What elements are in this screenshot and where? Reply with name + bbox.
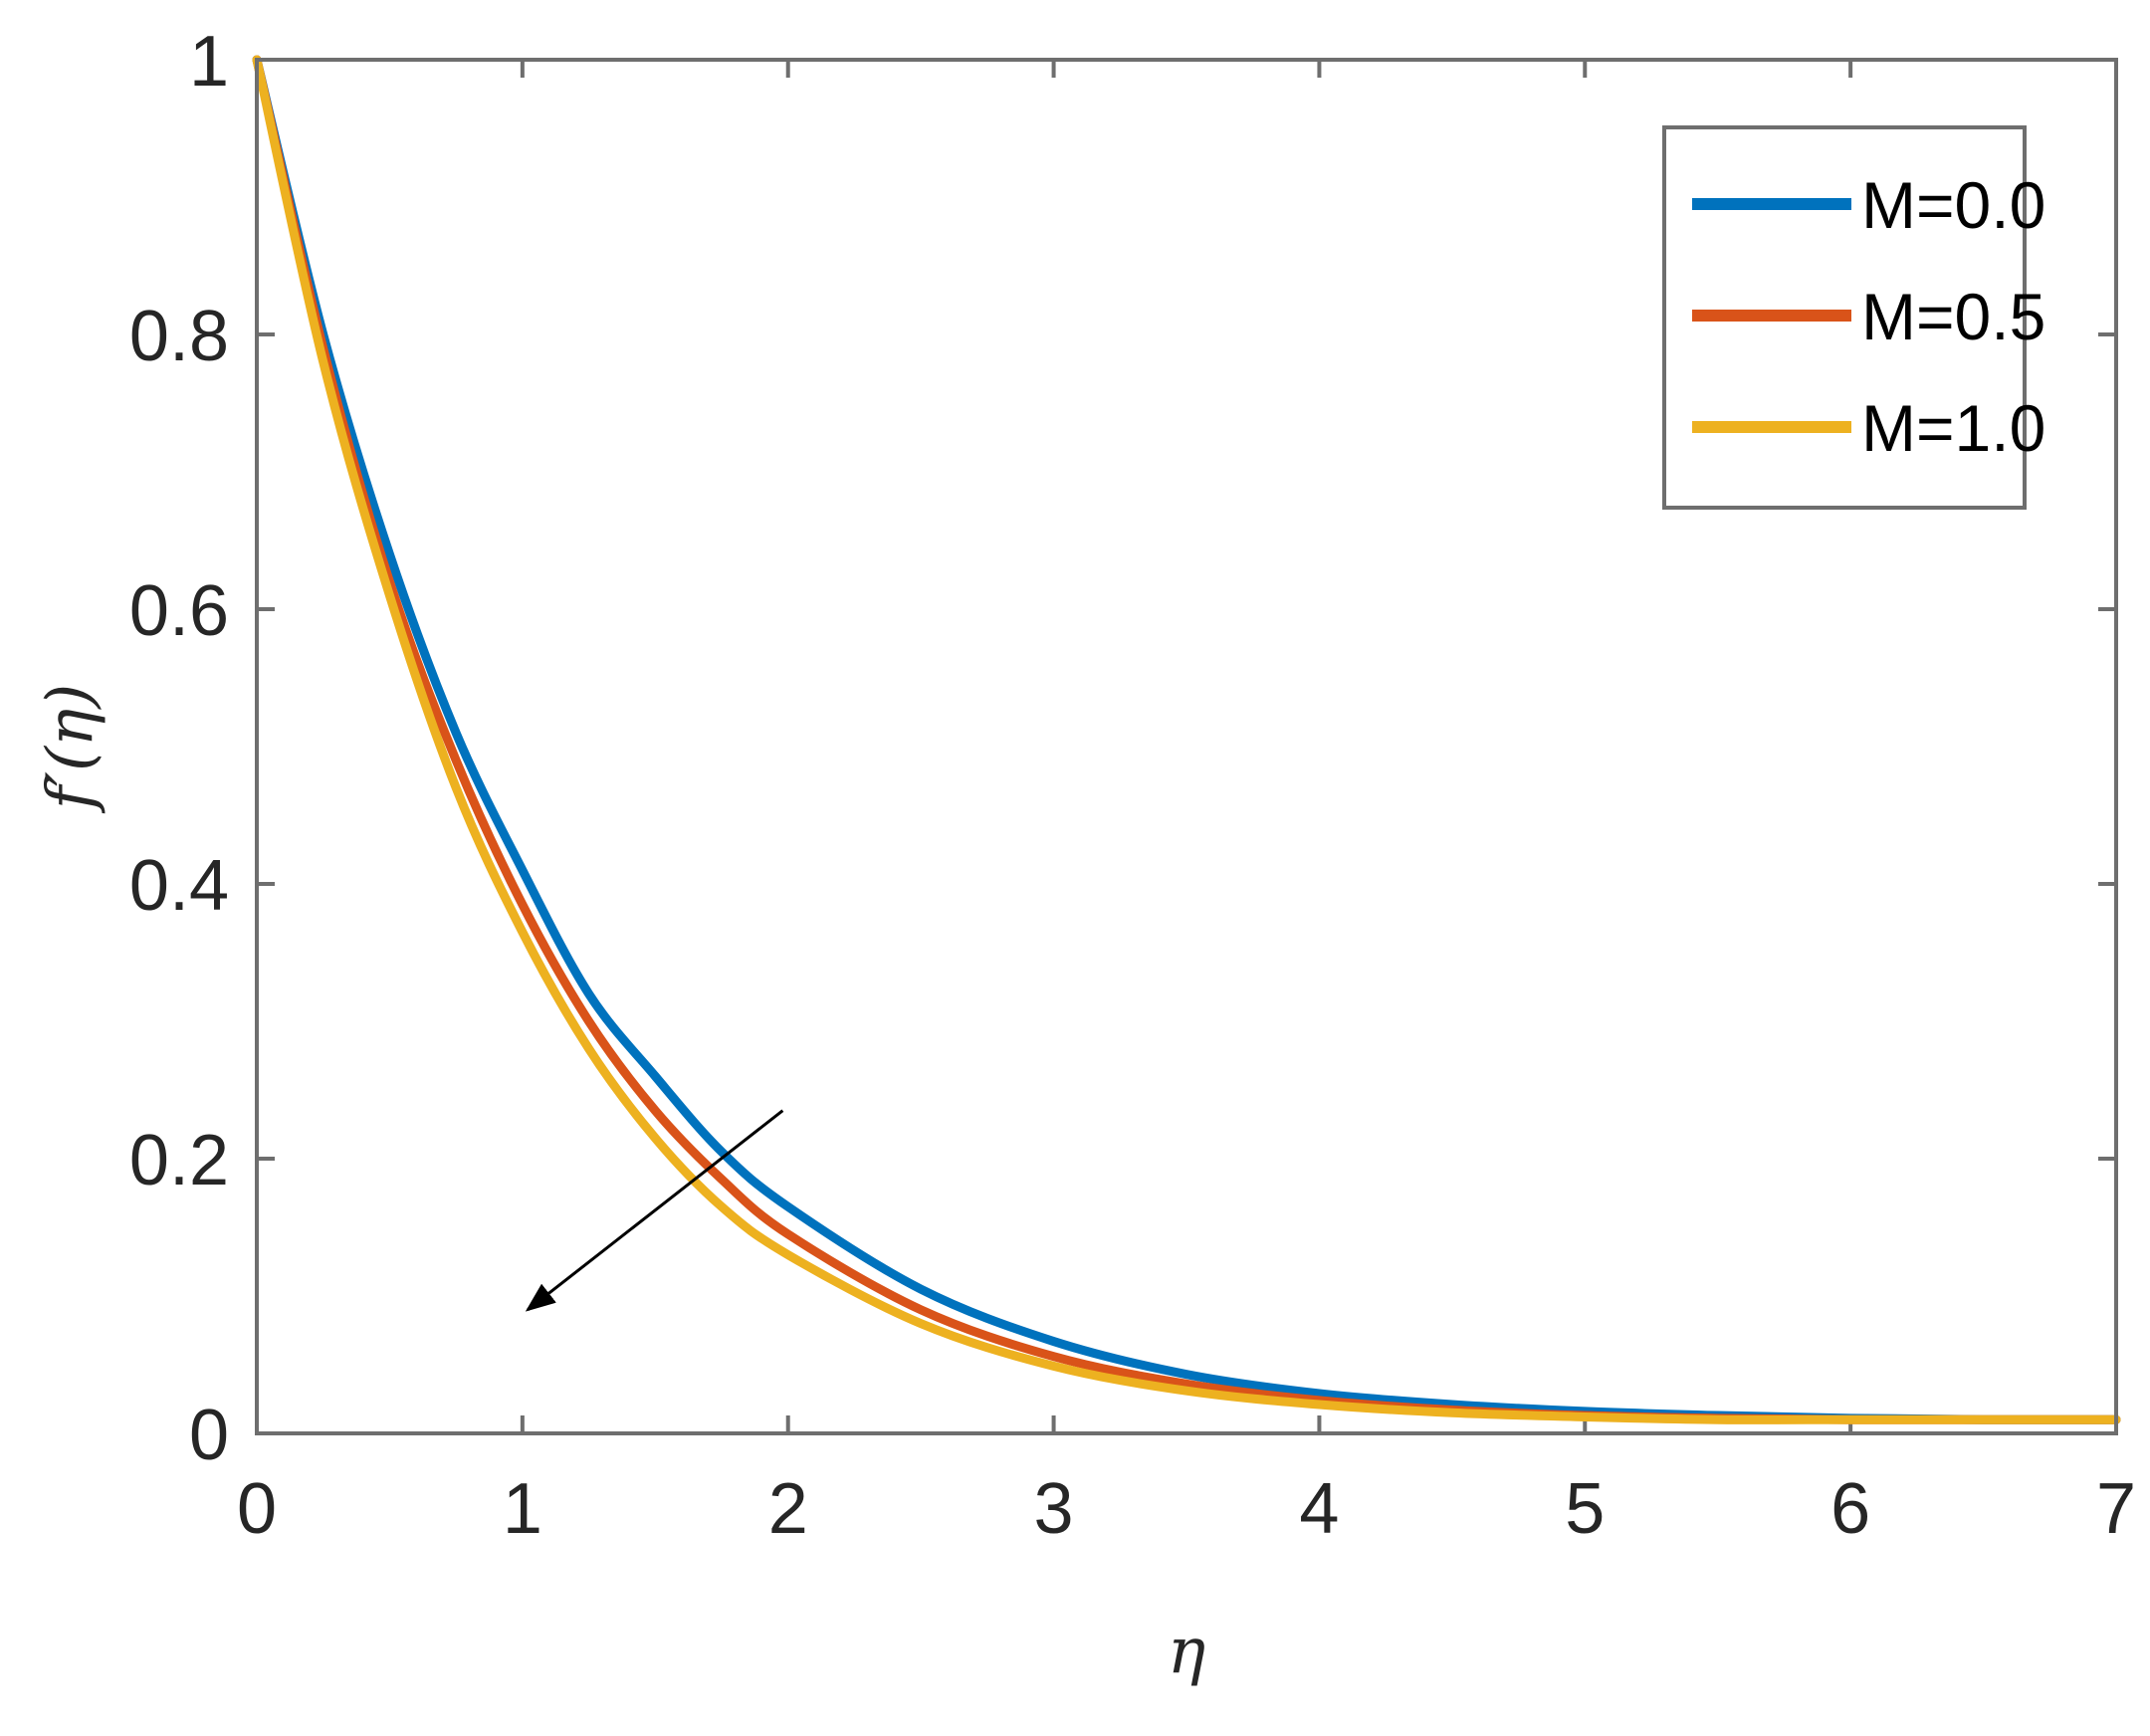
legend: M=0.0 M=0.5 M=1.0	[1662, 125, 2045, 510]
x-tick-label: 6	[1830, 1469, 1870, 1549]
series-line-3	[252, 55, 2121, 1424]
x-tick-label: 1	[503, 1469, 542, 1549]
legend-label: M=0.0	[1861, 168, 2045, 242]
legend-label: M=1.0	[1861, 391, 2045, 465]
y-tick-labels: 0 0.2 0.4 0.6 0.8 1	[129, 22, 229, 1475]
y-tick-label: 1	[189, 22, 229, 102]
y-tick-label: 0	[189, 1396, 229, 1475]
legend-label: M=0.5	[1861, 280, 2045, 353]
x-tick-label: 7	[2096, 1469, 2136, 1549]
y-tick-label: 0.8	[129, 297, 229, 376]
x-axis-label: η	[1168, 1615, 1205, 1688]
y-tick-label: 0.4	[129, 846, 229, 926]
x-tick-label: 0	[237, 1469, 277, 1549]
x-tick-labels: 0 1 2 3 4 5 6 7	[237, 1469, 2136, 1549]
x-tick-label: 5	[1565, 1469, 1605, 1549]
plot-frame	[255, 58, 2118, 1435]
trend-arrow	[525, 1109, 784, 1312]
y-tick-label: 0.6	[129, 571, 229, 651]
x-tick-label: 2	[768, 1469, 808, 1549]
legend-entries: M=0.0 M=0.5 M=1.0	[1692, 168, 2045, 465]
x-tick-label: 3	[1034, 1469, 1074, 1549]
y-tick-label: 0.2	[129, 1121, 229, 1200]
y-axis-label: f′(η)	[34, 684, 108, 814]
x-tick-label: 4	[1299, 1469, 1339, 1549]
series-lines	[252, 55, 2121, 1424]
